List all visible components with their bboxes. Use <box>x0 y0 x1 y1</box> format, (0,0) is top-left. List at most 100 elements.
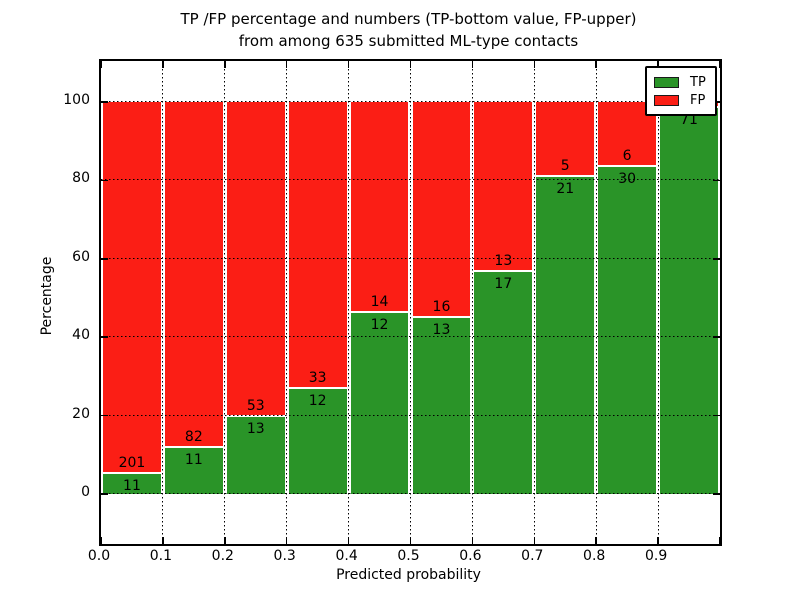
x-tick-top <box>347 61 350 68</box>
bar-fp-count-label: 14 <box>370 293 389 310</box>
h-gridline <box>101 179 720 181</box>
x-tick <box>100 537 102 544</box>
bar-tp-segment <box>288 389 347 494</box>
bar-tp-count-label: 11 <box>123 477 141 494</box>
h-gridline <box>101 257 720 259</box>
x-tick-top <box>471 61 474 68</box>
x-tick-label: 0.5 <box>397 548 420 564</box>
h-gridline <box>101 101 720 102</box>
bar-tp-segment <box>412 318 471 494</box>
x-tick <box>719 537 721 544</box>
v-gridline <box>657 61 659 544</box>
bar-fp-count-label: 13 <box>494 252 513 269</box>
bar-tp-segment <box>350 312 409 494</box>
bar-tp-count-label: 12 <box>370 316 389 333</box>
bar-tp-count-label: 13 <box>246 420 265 437</box>
x-tick <box>595 537 597 544</box>
legend-label-fp: FP <box>690 92 706 108</box>
chart-title-line1: TP /FP percentage and numbers (TP-bottom… <box>180 10 637 28</box>
y-tick-label: 80 <box>72 170 90 187</box>
x-tick-label: 0.1 <box>149 548 173 564</box>
x-tick-label: 0.2 <box>211 548 234 564</box>
v-gridline <box>595 61 597 544</box>
x-tick <box>533 537 536 544</box>
v-gridline <box>533 61 535 544</box>
chart-title: TP /FP percentage and numbers (TP-bottom… <box>99 8 718 52</box>
x-tick <box>224 537 226 544</box>
bar-fp-segment <box>536 102 595 178</box>
bar-fp-count-label: 5 <box>560 158 570 175</box>
x-tick <box>285 537 288 544</box>
x-tick-top <box>285 61 288 68</box>
bar-fp-count-label: 201 <box>118 454 146 471</box>
y-tick <box>101 414 108 417</box>
bar-fp-segment <box>474 102 533 272</box>
bar-tp-count-label: 30 <box>618 171 637 188</box>
x-tick <box>162 537 164 544</box>
x-tick <box>347 537 350 544</box>
h-gridline <box>101 336 720 338</box>
x-tick-top <box>533 61 536 68</box>
x-tick-top <box>162 61 164 68</box>
legend: TP FP <box>645 66 717 116</box>
bar-fp-count-label: 6 <box>622 148 632 165</box>
bar-tp-count-label: 12 <box>308 393 327 410</box>
v-gridline <box>410 61 411 544</box>
v-gridline <box>162 61 164 544</box>
legend-item-tp: TP <box>654 73 706 91</box>
bar-tp-count-label: 17 <box>494 275 513 292</box>
x-tick-top <box>409 61 412 68</box>
x-tick-top <box>595 61 597 68</box>
x-tick <box>409 537 412 544</box>
bar-fp-count-label: 53 <box>246 397 265 414</box>
bar-fp-count-label: 16 <box>432 299 451 316</box>
x-tick-label: 0.0 <box>87 548 111 564</box>
x-tick-label: 0.6 <box>459 548 482 564</box>
bar-tp-segment <box>226 416 285 494</box>
chart-title-line2: from among 635 submitted ML-type contact… <box>238 32 579 50</box>
y-tick-label: 40 <box>72 327 90 344</box>
y-tick <box>101 101 108 103</box>
legend-swatch-tp <box>654 76 679 88</box>
x-tick-top <box>719 61 721 68</box>
v-gridline <box>471 61 473 544</box>
bar-fp-segment <box>164 102 223 448</box>
bar-fp-segment <box>412 102 471 319</box>
y-tick <box>101 258 108 260</box>
y-tick-label: 0 <box>81 484 90 500</box>
bar-fp-segment <box>288 102 347 390</box>
legend-swatch-fp <box>654 94 679 106</box>
plot-area: 201 11 82 11 53 13 33 12 14 12 16 13 13 17 5 21 6 30 71 <box>99 59 722 546</box>
bar-tp-segment <box>660 107 718 494</box>
bar-tp-segment <box>536 177 595 494</box>
bar-fp-count-label: 33 <box>308 370 327 387</box>
v-gridline <box>224 61 226 544</box>
bar-fp-segment <box>350 102 409 313</box>
h-gridline <box>101 493 720 494</box>
y-tick <box>101 179 108 182</box>
bar-tp-segment <box>164 447 223 494</box>
bar-fp-segment <box>103 102 161 474</box>
bar-tp-segment <box>103 473 161 494</box>
y-axis-label: Percentage <box>39 256 55 336</box>
v-gridline <box>286 61 288 544</box>
y-tick-right <box>713 493 720 495</box>
y-tick-right <box>713 414 720 417</box>
bar-fp-count-label: 82 <box>184 428 203 445</box>
x-tick-label: 0.3 <box>273 548 296 564</box>
bar-tp-count-label: 21 <box>556 181 575 198</box>
y-tick-label: 60 <box>72 248 90 265</box>
bar-fp-segment <box>226 102 285 417</box>
legend-label-tp: TP <box>690 74 706 90</box>
y-tick-label: 100 <box>63 92 90 108</box>
x-tick-top <box>100 61 102 68</box>
h-gridline <box>101 414 720 416</box>
legend-item-fp: FP <box>654 91 706 109</box>
x-tick-label: 0.7 <box>521 548 544 564</box>
y-tick <box>101 336 108 338</box>
y-tick <box>101 493 108 495</box>
bar-tp-segment <box>474 271 533 494</box>
bar-tp-count-label: 13 <box>432 322 451 339</box>
y-tick-right <box>713 336 720 338</box>
